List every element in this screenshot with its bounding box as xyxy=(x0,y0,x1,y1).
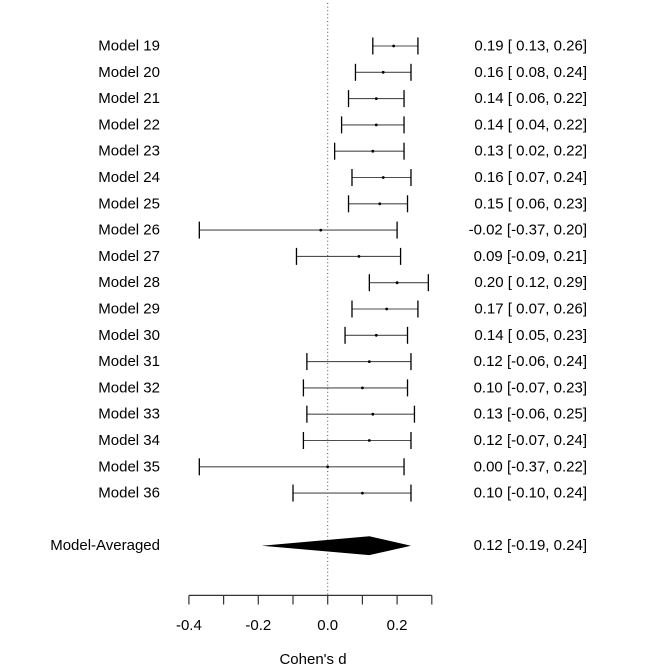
forest-row: Model 23 0.13 [ 0.02, 0.22] xyxy=(98,142,587,160)
estimate-point xyxy=(381,70,385,74)
forest-row: Model 36 0.10 [-0.10, 0.24] xyxy=(98,484,587,502)
row-annotation: 0.19 [ 0.13, 0.26] xyxy=(474,38,587,55)
row-label: Model 23 xyxy=(98,143,160,160)
row-annotation: 0.00 [-0.37, 0.22] xyxy=(474,458,587,475)
row-annotation: 0.16 [ 0.08, 0.24] xyxy=(474,64,587,81)
row-annotation: 0.12 [-0.07, 0.24] xyxy=(474,432,587,449)
row-label: Model 19 xyxy=(98,38,160,55)
forest-row: Model 26 -0.02 [-0.37, 0.20] xyxy=(98,221,587,239)
estimate-point xyxy=(367,439,371,442)
estimate-point xyxy=(374,123,378,127)
row-annotation: 0.09 [-0.09, 0.21] xyxy=(474,248,587,265)
x-axis-title-italic: d xyxy=(338,651,346,668)
row-label: Model 34 xyxy=(98,432,160,449)
estimate-point xyxy=(374,97,378,100)
row-annotation: 0.10 [-0.10, 0.24] xyxy=(474,485,587,502)
estimate-point xyxy=(395,281,399,285)
forest-row: Model 33 0.13 [-0.06, 0.25] xyxy=(98,405,587,423)
summary-row: Model-Averaged 0.12 [-0.19, 0.24] xyxy=(50,536,587,556)
estimate-point xyxy=(385,307,389,311)
row-annotation: 0.17 [ 0.07, 0.26] xyxy=(474,301,587,318)
forest-row: Model 27 0.09 [-0.09, 0.21] xyxy=(98,247,587,265)
estimate-point xyxy=(371,412,375,416)
x-axis-title: Cohen's d xyxy=(279,651,346,668)
forest-row: Model 28 0.20 [ 0.12, 0.29] xyxy=(98,274,587,292)
row-label: Model 35 xyxy=(98,458,160,475)
forest-row: Model 32 0.10 [-0.07, 0.23] xyxy=(98,379,587,397)
forest-row: Model 35 0.00 [-0.37, 0.22] xyxy=(98,458,587,476)
row-label: Model 28 xyxy=(98,274,160,291)
row-annotation: -0.02 [-0.37, 0.20] xyxy=(469,222,587,239)
row-label: Model 22 xyxy=(98,116,160,133)
forest-row: Model 19 0.19 [ 0.13, 0.26] xyxy=(98,37,587,55)
forest-row: Model 22 0.14 [ 0.04, 0.22] xyxy=(98,116,587,134)
estimate-point xyxy=(371,149,375,153)
estimate-point xyxy=(326,465,330,469)
estimate-point xyxy=(361,386,364,390)
row-label: Model 20 xyxy=(98,64,160,81)
summary-label: Model-Averaged xyxy=(50,537,160,554)
forest-row: Model 20 0.16 [ 0.08, 0.24] xyxy=(98,63,587,81)
row-annotation: 0.13 [-0.06, 0.25] xyxy=(474,406,587,423)
estimate-point xyxy=(319,228,323,232)
forest-row: Model 31 0.12 [-0.06, 0.24] xyxy=(98,353,587,371)
estimate-point xyxy=(361,491,364,495)
forest-row: Model 24 0.16 [ 0.07, 0.24] xyxy=(98,169,587,186)
x-axis-tick-label: 0.0 xyxy=(317,617,338,634)
summary-annotation: 0.12 [-0.19, 0.24] xyxy=(474,537,587,554)
row-label: Model 36 xyxy=(98,485,160,502)
row-annotation: 0.14 [ 0.05, 0.23] xyxy=(474,327,587,344)
row-label: Model 30 xyxy=(98,327,160,344)
estimate-point xyxy=(392,44,396,48)
forest-row: Model 21 0.14 [ 0.06, 0.22] xyxy=(98,90,587,108)
row-label: Model 33 xyxy=(98,406,160,423)
row-annotation: 0.12 [-0.06, 0.24] xyxy=(474,353,587,370)
forest-row: Model 25 0.15 [ 0.06, 0.23] xyxy=(98,195,587,213)
x-axis: -0.4 -0.2 0.0 0.2 Cohen's d xyxy=(176,594,433,668)
forest-row: Model 29 0.17 [ 0.07, 0.26] xyxy=(98,300,587,318)
estimate-point xyxy=(367,360,371,363)
row-annotation: 0.15 [ 0.06, 0.23] xyxy=(474,195,587,212)
row-annotation: 0.20 [ 0.12, 0.29] xyxy=(474,274,587,291)
x-axis-tick-label: 0.2 xyxy=(387,617,408,634)
estimate-point xyxy=(381,176,385,179)
row-annotation: 0.16 [ 0.07, 0.24] xyxy=(474,169,587,186)
forest-row: Model 30 0.14 [ 0.05, 0.23] xyxy=(98,326,587,344)
row-label: Model 32 xyxy=(98,379,160,396)
estimate-point xyxy=(357,255,361,258)
row-label: Model 24 xyxy=(98,169,160,186)
row-label: Model 26 xyxy=(98,222,160,239)
row-annotation: 0.10 [-0.07, 0.23] xyxy=(474,379,587,396)
row-label: Model 25 xyxy=(98,195,160,212)
x-axis-title-regular: Cohen's xyxy=(279,651,338,668)
row-annotation: 0.13 [ 0.02, 0.22] xyxy=(474,143,587,160)
x-axis-tick-label: -0.4 xyxy=(176,617,202,634)
forest-row: Model 34 0.12 [-0.07, 0.24] xyxy=(98,432,587,449)
estimate-point xyxy=(378,202,382,206)
summary-diamond xyxy=(261,536,411,556)
row-label: Model 31 xyxy=(98,353,160,370)
row-annotation: 0.14 [ 0.04, 0.22] xyxy=(474,116,587,133)
x-axis-tick-label: -0.2 xyxy=(245,617,271,634)
row-label: Model 21 xyxy=(98,90,160,107)
row-annotation: 0.14 [ 0.06, 0.22] xyxy=(474,90,587,107)
row-label: Model 27 xyxy=(98,248,160,265)
estimate-point xyxy=(374,333,378,337)
row-label: Model 29 xyxy=(98,301,160,318)
